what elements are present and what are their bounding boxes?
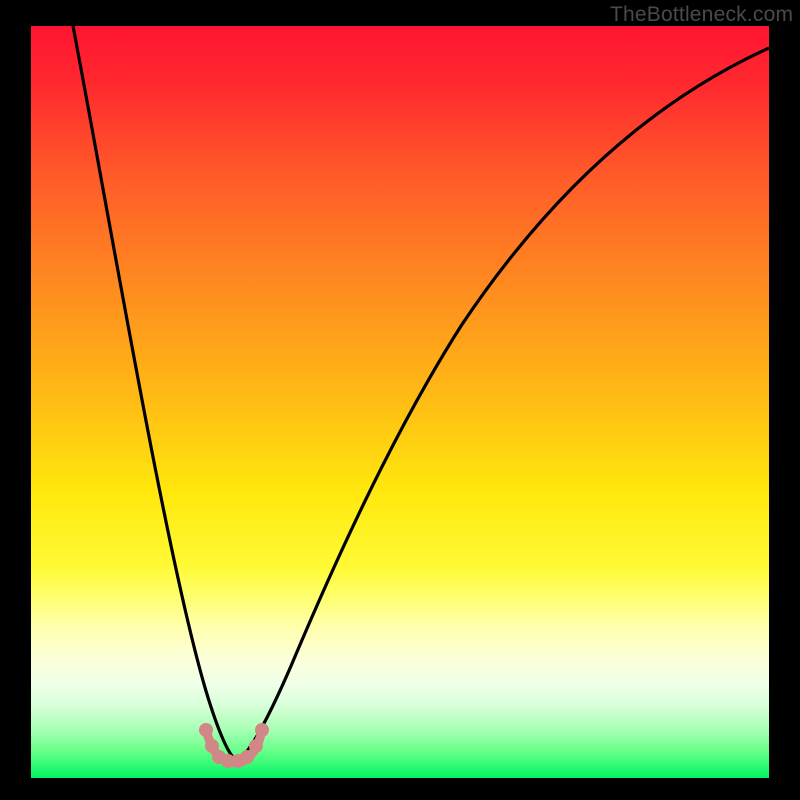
basin-dot <box>249 739 263 753</box>
basin-dot <box>240 750 254 764</box>
frame-right <box>769 0 800 800</box>
bottleneck-curve <box>31 26 769 778</box>
basin-dot <box>255 723 269 737</box>
watermark-text: TheBottleneck.com <box>610 3 793 27</box>
curve-group <box>73 26 769 768</box>
basin-dot <box>199 723 213 737</box>
plot-area <box>31 26 769 778</box>
basin-dots <box>199 723 269 768</box>
main-curve <box>73 26 769 761</box>
frame-left <box>0 0 31 800</box>
frame-bottom <box>0 778 800 800</box>
chart-canvas: TheBottleneck.com <box>0 0 800 800</box>
